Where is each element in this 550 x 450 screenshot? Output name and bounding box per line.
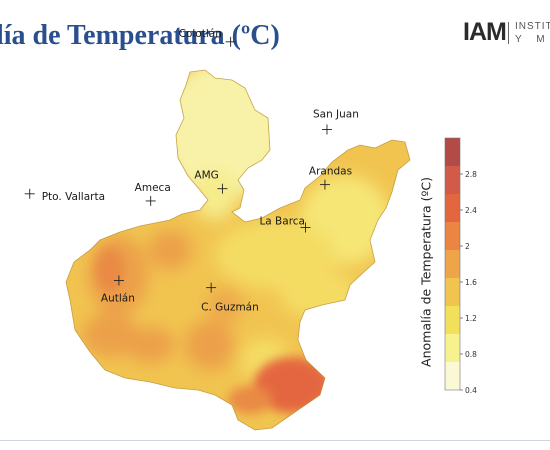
city-label: Ameca [135, 182, 171, 194]
legend-tick-label: 2.4 [465, 206, 477, 215]
city-label: La Barca [259, 215, 305, 227]
city-marker [206, 282, 217, 293]
hot-zone-south [228, 386, 272, 414]
legend-ticks: 0.4 0.8 1.2 1.6 2 2.4 2.8 [460, 170, 477, 395]
logo-text-line1: INSTITU [515, 21, 550, 32]
legend-color-step [445, 306, 460, 334]
legend-tick-label: 1.6 [465, 278, 477, 287]
city-label: Colotlán [179, 28, 222, 40]
legend-colorbar [444, 137, 461, 391]
city-marker [319, 179, 330, 190]
city-marker [321, 124, 332, 135]
logo-divider [508, 22, 509, 44]
logo-mark: IAM [463, 18, 507, 46]
legend-color-step [445, 362, 460, 390]
cool-zone-neck [193, 170, 237, 220]
hot-zone-southeast [254, 357, 330, 413]
city-markers [24, 36, 332, 293]
legend-color-step [445, 222, 460, 250]
warm-zone-ameca [148, 230, 192, 270]
warm-zone-autlan [125, 327, 175, 363]
city-marker [300, 222, 311, 233]
legend-tick-label: 2 [465, 242, 470, 251]
warm-zone-center [207, 287, 243, 323]
logo-text-line2: Y M [515, 34, 550, 45]
city-marker [217, 183, 228, 194]
city-label: Autlán [101, 293, 135, 305]
city-label: San Juan [313, 109, 359, 121]
bottom-rule [0, 440, 550, 441]
city-label: Arandas [309, 166, 352, 178]
legend-frame [444, 137, 461, 391]
legend-color-step [445, 334, 460, 362]
legend-color-step [445, 166, 460, 194]
legend-title: Anomalía de Temperatura (ºC) [418, 177, 434, 367]
legend-color-step [445, 278, 460, 306]
legend-tick-label: 2.8 [465, 170, 477, 179]
legend-tick-label: 0.4 [465, 386, 477, 395]
warm-zone-west [82, 313, 138, 357]
legend-tick-label: 0.8 [465, 350, 477, 359]
legend-color-step [445, 194, 460, 222]
city-marker [24, 188, 35, 199]
city-marker [225, 36, 236, 47]
city-label: C. Guzmán [201, 302, 259, 314]
state-outline [65, 69, 411, 431]
legend-color-step [445, 138, 460, 166]
city-label: AMG [194, 170, 218, 182]
page-title: lía de Temperatura (ºC) [0, 20, 280, 51]
city-marker [113, 275, 124, 286]
legend-color-step [445, 250, 460, 278]
legend-tick-label: 1.2 [465, 314, 477, 323]
cool-zone-east [280, 270, 360, 320]
city-labels: Colotlán San Juan Arandas Ameca AMG Pto. Vall… [42, 28, 359, 314]
hot-zone-vallarta [96, 248, 124, 292]
city-marker [145, 195, 156, 206]
warm-zone-guzman [185, 320, 235, 370]
city-label: Pto. Vallarta [42, 191, 105, 203]
